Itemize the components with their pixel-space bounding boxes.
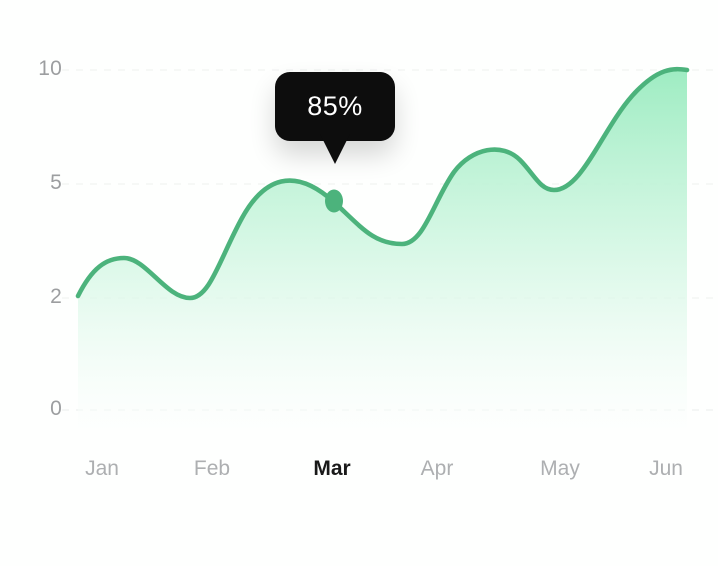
y-axis-tick-label: 2 bbox=[50, 285, 62, 308]
x-axis-tick-jun[interactable]: Jun bbox=[649, 457, 683, 480]
x-axis-tick-mar[interactable]: Mar bbox=[313, 457, 351, 480]
area-fill bbox=[78, 69, 687, 440]
data-point-marker[interactable] bbox=[325, 189, 343, 213]
y-axis-tick-label: 5 bbox=[50, 171, 62, 194]
y-axis-tick-label: 10 bbox=[38, 57, 62, 80]
tooltip-value: 85% bbox=[307, 91, 363, 121]
x-axis-tick-apr[interactable]: Apr bbox=[420, 457, 454, 480]
plot-svg bbox=[62, 66, 718, 440]
x-axis: Jan Feb Mar Apr May Jun bbox=[62, 458, 718, 504]
tooltip: 85% bbox=[275, 72, 395, 141]
y-axis-tick-label: 0 bbox=[50, 397, 62, 420]
x-axis-tick-feb[interactable]: Feb bbox=[193, 457, 231, 480]
line-series bbox=[75, 66, 690, 301]
plot-area bbox=[62, 0, 718, 440]
x-axis-tick-jan[interactable]: Jan bbox=[85, 457, 119, 480]
y-axis: 10 5 2 0 bbox=[0, 0, 62, 566]
x-axis-tick-may[interactable]: May bbox=[540, 457, 580, 480]
